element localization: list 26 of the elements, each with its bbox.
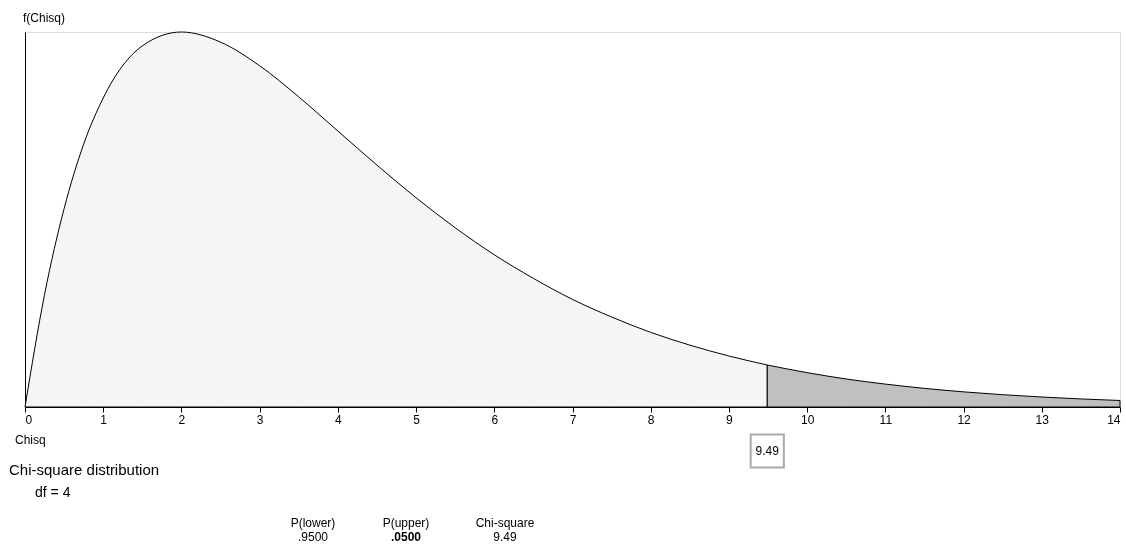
x-tick-label: 4 (335, 412, 343, 427)
x-axis-title: Chisq (15, 433, 46, 447)
x-tick-label: 13 (1035, 412, 1050, 427)
x-tick-label: 6 (491, 412, 499, 427)
text: 9.49 (493, 530, 517, 544)
x-tick-label: 14 (1107, 412, 1121, 427)
x-tick-label: 3 (256, 412, 264, 427)
y-axis-title: f(Chisq) (23, 11, 66, 25)
text: P(lower) (290, 516, 336, 530)
text: df = 4 (35, 484, 71, 500)
x-tick-label: 2 (178, 412, 186, 427)
x-tick-label: 11 (879, 412, 893, 427)
text: .0500 (390, 530, 422, 544)
x-tick-label: 1 (100, 412, 108, 427)
x-tick-label: 9 (726, 412, 734, 427)
x-tick-label: 8 (647, 412, 655, 427)
text: 9.49 (755, 444, 780, 458)
text: P(upper) (382, 516, 430, 530)
x-tick-label: 5 (413, 412, 421, 427)
x-tick-label: 10 (800, 412, 815, 427)
x-tick-label: 0 (25, 412, 33, 427)
text: Chi-square distribution (9, 461, 160, 478)
x-tick-label: 7 (569, 412, 577, 427)
x-tick-label: 12 (957, 412, 972, 427)
text: Chi-square (475, 516, 535, 530)
text: .9500 (297, 530, 329, 544)
